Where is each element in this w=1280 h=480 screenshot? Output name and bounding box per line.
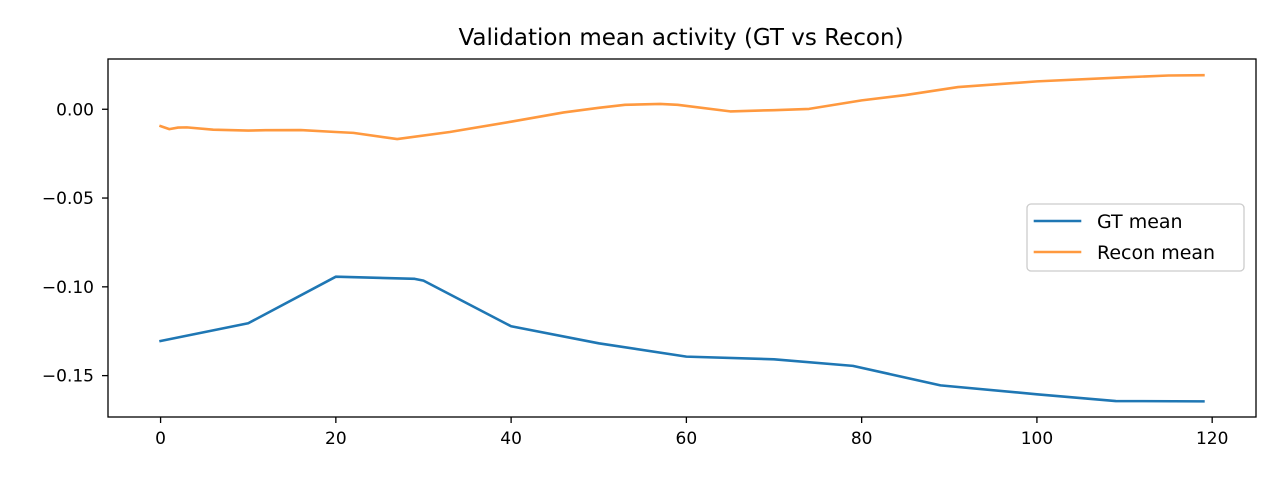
y-tick-label: −0.10	[42, 278, 94, 298]
y-tick-label: −0.15	[42, 367, 94, 387]
x-tick-label: 80	[851, 429, 873, 449]
x-tick-label: 0	[155, 429, 166, 449]
chart-title: Validation mean activity (GT vs Recon)	[458, 25, 903, 51]
y-axis: 0.00 −0.05 −0.10 −0.15	[42, 100, 108, 387]
y-tick-label: 0.00	[56, 100, 94, 120]
y-tick-label: −0.05	[42, 189, 94, 209]
x-tick-label: 60	[676, 429, 698, 449]
legend-label-gt-mean: GT mean	[1097, 211, 1183, 233]
x-tick-label: 20	[325, 429, 347, 449]
x-axis: 0 20 40 60 80 100 120	[155, 417, 1228, 449]
legend: GT mean Recon mean	[1026, 203, 1245, 272]
x-tick-label: 100	[1021, 429, 1053, 449]
series-layer	[158, 73, 1205, 403]
series-line-gt-mean	[159, 275, 1205, 403]
plot-area-frame	[107, 58, 1257, 418]
series-line-recon-mean	[158, 73, 1205, 141]
x-tick-label: 120	[1196, 429, 1228, 449]
x-tick-label: 40	[500, 429, 522, 449]
legend-label-recon-mean: Recon mean	[1097, 242, 1215, 264]
